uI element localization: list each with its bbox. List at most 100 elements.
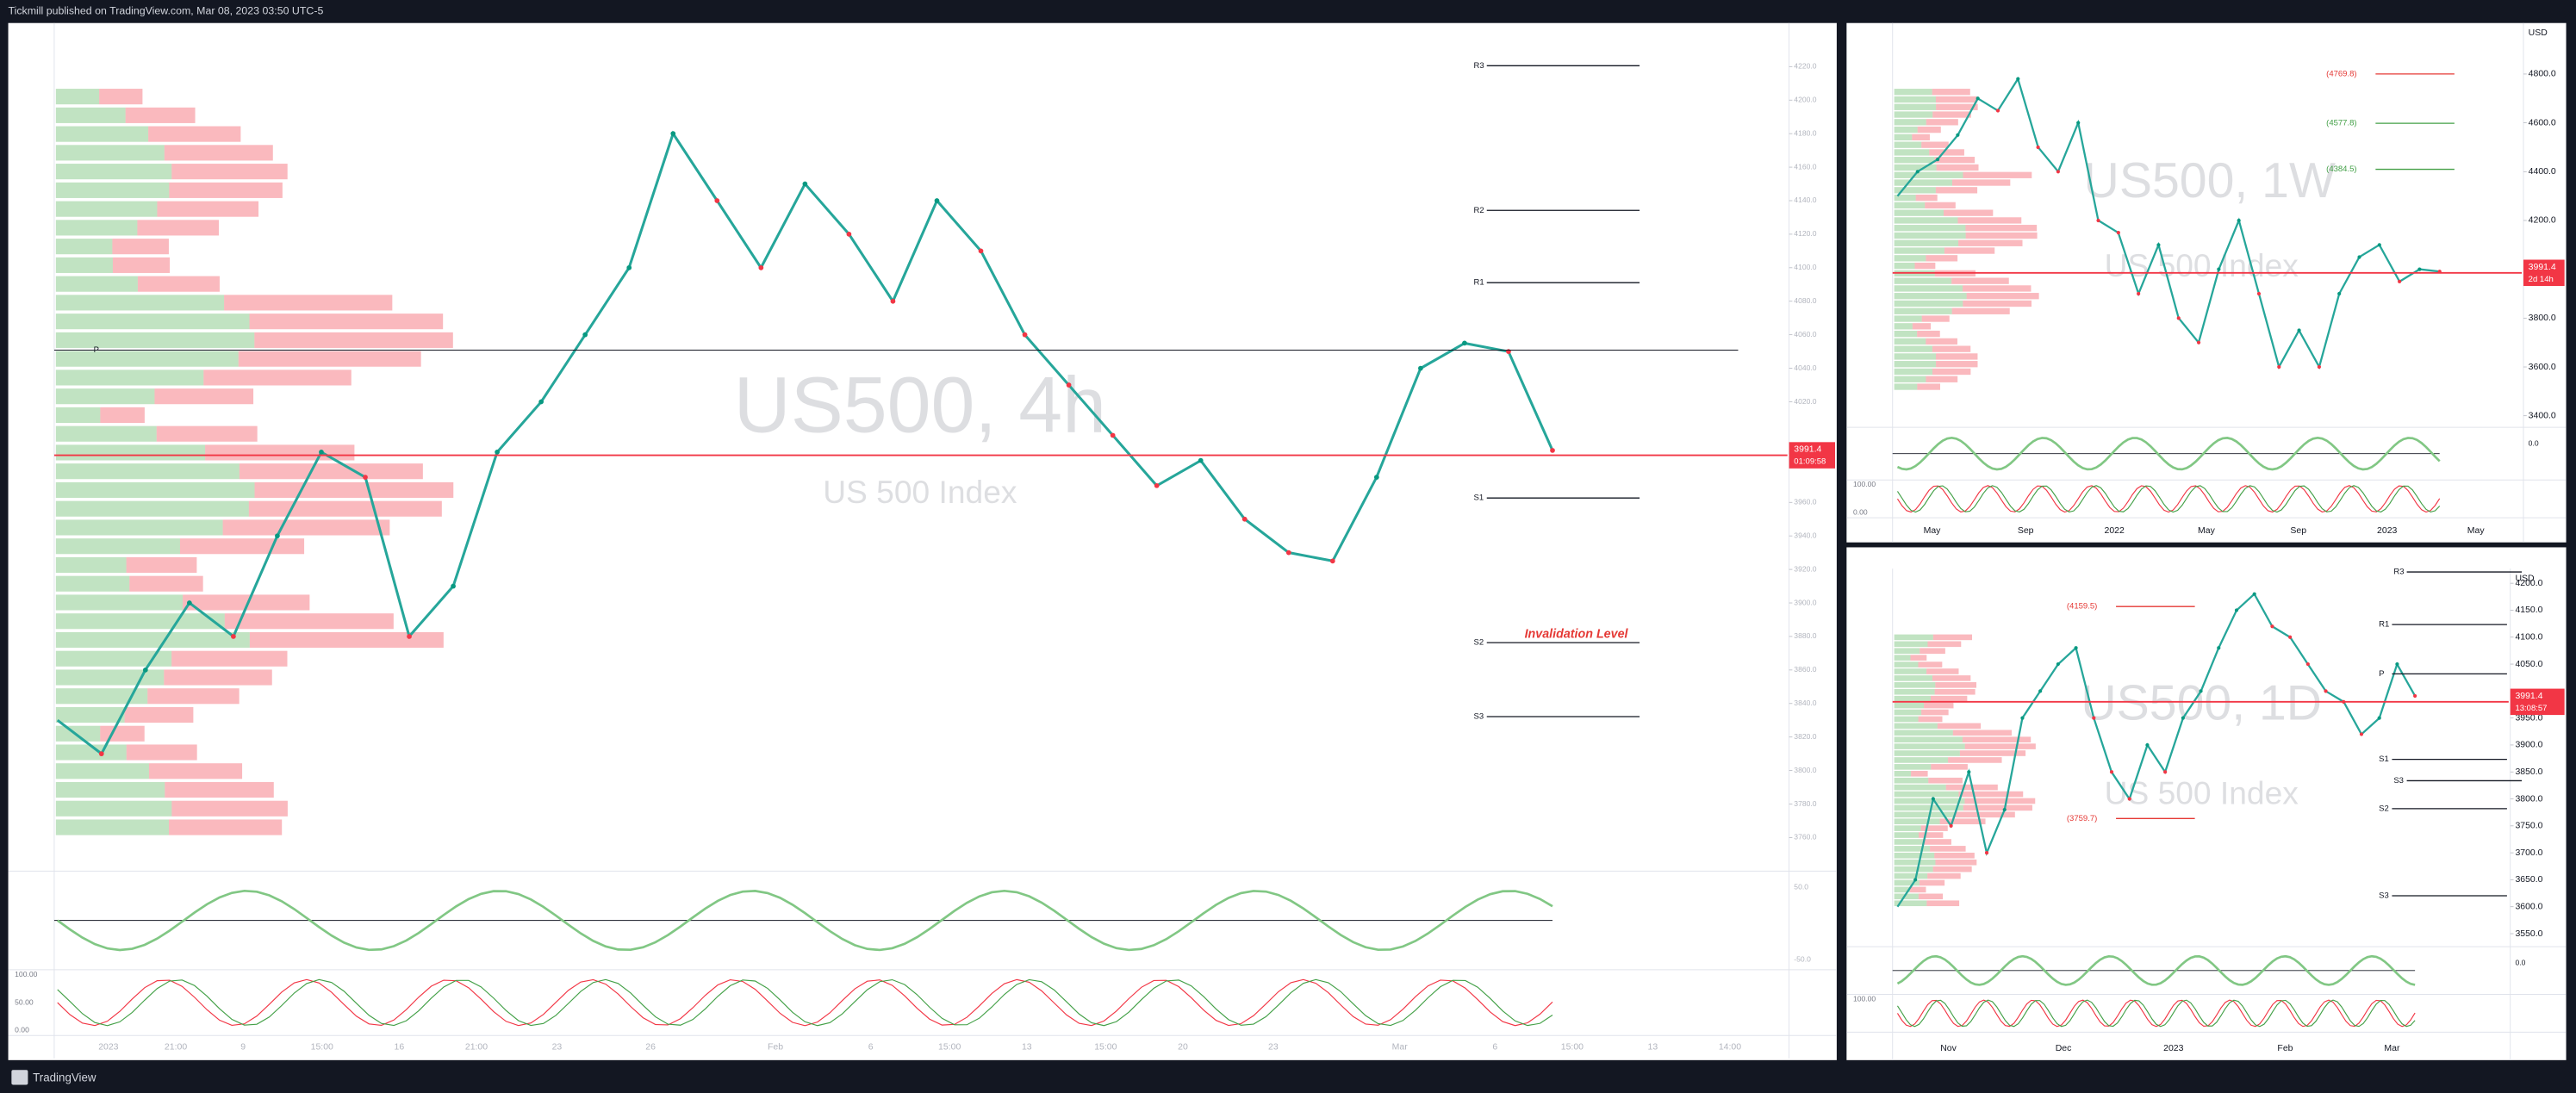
volume-profile-bar <box>1894 757 1949 763</box>
y-tick-label: 4200.0 <box>2529 216 2556 226</box>
volume-profile-bar <box>55 444 206 461</box>
close-point <box>1373 475 1379 480</box>
volume-profile-bar <box>1964 743 2036 749</box>
y-tick-label: 4200.0 <box>2515 579 2542 588</box>
x-tick-label: 16 <box>395 1042 405 1052</box>
close-point <box>2038 689 2043 693</box>
close-point <box>1022 332 1028 338</box>
close-point <box>2234 608 2239 612</box>
volume-profile-bar <box>1894 791 1959 798</box>
level-label: (4769.8) <box>2326 69 2356 78</box>
volume-profile-bar <box>1894 818 1940 825</box>
volume-profile-bar <box>154 388 254 405</box>
close-point <box>2256 291 2262 296</box>
panel-1w <box>1846 22 2567 543</box>
close-point <box>2176 316 2181 320</box>
watermark: US500, 4h <box>734 361 1106 449</box>
volume-profile-bar <box>55 500 249 517</box>
volume-profile-bar <box>224 613 394 630</box>
volume-profile-bar <box>1932 634 1973 641</box>
close-point <box>275 533 280 539</box>
volume-profile-bar <box>1894 743 1965 749</box>
close-point <box>2016 77 2020 81</box>
volume-profile-bar <box>1894 702 1925 709</box>
volume-profile-bar <box>1951 277 2009 284</box>
volume-profile-bar <box>55 107 126 123</box>
volume-profile-bar <box>1963 804 2032 811</box>
level-label: (4384.5) <box>2326 165 2356 174</box>
y-tick-label: 4200.0 <box>1794 95 1816 103</box>
volume-profile-bar <box>1918 893 1944 900</box>
volume-profile-bar <box>1926 668 1959 674</box>
close-point <box>186 600 192 605</box>
volume-profile-bar <box>1930 846 1966 852</box>
volume-profile-bar <box>55 744 127 761</box>
close-point <box>2324 689 2328 693</box>
x-tick-label: 6 <box>868 1042 874 1052</box>
close-point <box>363 475 368 480</box>
close-point <box>495 450 500 455</box>
close-point <box>2002 807 2007 812</box>
stoch-tick-label: 100.00 <box>1853 480 1876 488</box>
volume-profile-bar <box>1894 164 1937 171</box>
close-point <box>890 298 896 304</box>
level-label: S2 <box>2379 804 2389 813</box>
x-tick-label: Mar <box>2384 1044 2400 1053</box>
volume-profile-bar <box>55 706 125 723</box>
y-tick-label: 3760.0 <box>1794 833 1816 841</box>
volume-profile-bar <box>1965 232 2038 239</box>
close-point <box>2096 218 2100 223</box>
volume-profile-bar <box>1937 723 1982 730</box>
volume-profile-bar <box>1894 285 1963 292</box>
close-point <box>2196 340 2201 345</box>
volume-profile-bar <box>183 594 310 611</box>
close-point <box>2145 742 2150 748</box>
close-point <box>2337 291 2342 296</box>
x-tick-label: 9 <box>240 1042 246 1052</box>
volume-profile-bar <box>1894 839 1923 845</box>
close-point <box>319 450 324 455</box>
y-tick-label: 4400.0 <box>2529 167 2556 177</box>
close-point <box>1995 109 2000 113</box>
x-tick-label: Nov <box>1940 1044 1957 1053</box>
volume-profile-bar <box>1894 194 1916 202</box>
level-label: R2 <box>1473 206 1484 215</box>
volume-profile-bar <box>1936 164 1979 171</box>
close-point <box>1913 878 1918 882</box>
close-point <box>2317 364 2321 370</box>
close-point <box>1066 382 1072 388</box>
watermark: US500, 1W <box>2084 153 2336 208</box>
level-label: S3 <box>2379 891 2389 901</box>
volume-profile-bar <box>1963 300 2032 307</box>
x-tick-label: 2023 <box>2377 526 2397 536</box>
y-tick-label: 3650.0 <box>2515 875 2542 885</box>
stoch-line <box>57 978 1553 1027</box>
volume-profile-bar <box>171 650 288 667</box>
close-point <box>538 399 544 405</box>
volume-profile-bar <box>1894 323 1913 330</box>
volume-profile-bar <box>55 800 172 817</box>
x-tick-label: 2023 <box>2163 1044 2183 1053</box>
y-tick-label: 4160.0 <box>1794 162 1816 171</box>
y-tick-label: 3600.0 <box>2515 902 2542 911</box>
stoch-line <box>1896 999 2416 1028</box>
y-tick-label: 4120.0 <box>1794 229 1816 238</box>
close-point <box>1931 797 1935 801</box>
close-point <box>1329 558 1335 564</box>
x-tick-label: May <box>2467 526 2486 536</box>
level-label: R3 <box>2393 568 2404 577</box>
stoch-tick-label: 0.00 <box>1853 508 1868 517</box>
volume-profile-bar <box>1894 262 1915 270</box>
x-tick-label: Sep <box>2018 526 2034 536</box>
volume-profile-bar <box>1894 103 1937 110</box>
volume-profile-bar <box>1894 217 1958 224</box>
oscillator-line <box>56 889 1553 952</box>
volume-profile-bar <box>1936 353 1978 360</box>
volume-profile-bar <box>55 89 100 105</box>
oscillator-tick-label: 0.0 <box>2515 959 2525 967</box>
volume-profile-bar <box>1894 661 1919 668</box>
y-tick-label: 4040.0 <box>1794 363 1816 372</box>
close-point <box>1984 851 1989 855</box>
x-tick-label: 23 <box>552 1042 563 1052</box>
